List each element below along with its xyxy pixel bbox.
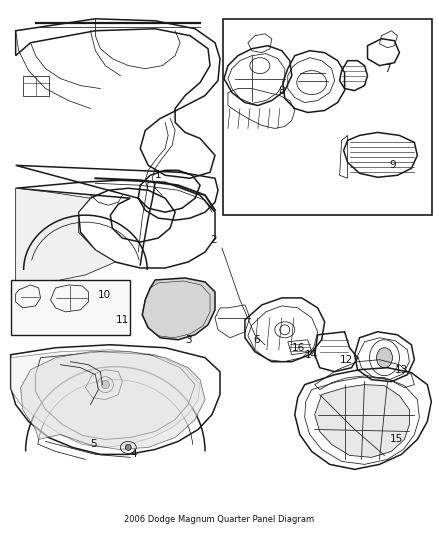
Text: 10: 10: [97, 290, 110, 300]
Text: 14: 14: [305, 350, 318, 360]
Text: 15: 15: [389, 434, 403, 445]
Text: 7: 7: [385, 63, 391, 74]
Polygon shape: [314, 385, 410, 457]
Text: 8: 8: [278, 86, 284, 95]
Text: 5: 5: [90, 439, 97, 449]
Text: 6: 6: [253, 335, 260, 345]
Polygon shape: [11, 350, 200, 447]
Circle shape: [125, 445, 131, 450]
Text: 16: 16: [292, 343, 305, 353]
Text: 2006 Dodge Magnum Quarter Panel Diagram: 2006 Dodge Magnum Quarter Panel Diagram: [124, 515, 314, 524]
Text: 2: 2: [210, 235, 217, 245]
Text: 11: 11: [115, 315, 129, 325]
Circle shape: [101, 381, 110, 389]
Text: 13: 13: [395, 365, 408, 375]
Polygon shape: [142, 278, 215, 340]
Bar: [223, 19, 432, 215]
Text: 1: 1: [155, 170, 162, 180]
Text: 12: 12: [339, 354, 353, 365]
Polygon shape: [21, 352, 205, 449]
Text: 3: 3: [185, 335, 192, 345]
Polygon shape: [16, 188, 115, 285]
Text: 4: 4: [130, 449, 137, 459]
Bar: [11, 280, 130, 335]
Text: 9: 9: [389, 160, 396, 171]
Ellipse shape: [377, 348, 392, 368]
